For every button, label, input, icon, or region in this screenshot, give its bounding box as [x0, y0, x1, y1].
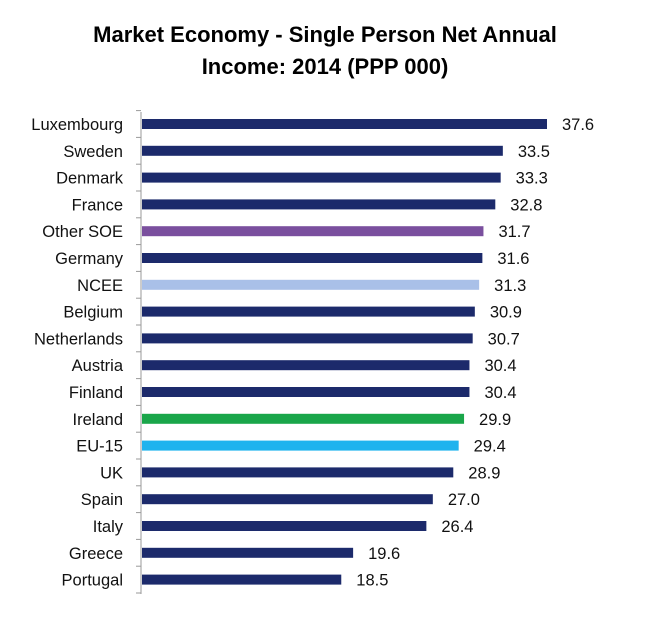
- bar-italy: [142, 521, 427, 531]
- bar-ireland: [142, 413, 465, 424]
- category-label: Ireland: [73, 411, 123, 429]
- bar-greece: [142, 547, 354, 558]
- bar-ncee: [142, 279, 480, 290]
- category-label: Luxembourg: [31, 116, 123, 134]
- value-label: 27.0: [448, 491, 480, 509]
- category-label: Portugal: [62, 572, 123, 590]
- category-label: NCEE: [77, 277, 123, 295]
- value-label: 19.6: [368, 545, 400, 563]
- bar-belgium: [142, 306, 475, 317]
- value-label: 29.4: [474, 438, 506, 456]
- chart-title-line-1: Market Economy - Single Person Net Annua…: [93, 22, 557, 47]
- value-label: 18.5: [356, 572, 388, 590]
- bar-austria: [142, 360, 470, 371]
- bar-netherlands: [142, 333, 473, 344]
- category-label: Denmark: [56, 170, 124, 188]
- value-label: 28.9: [468, 464, 500, 482]
- category-label: Sweden: [63, 143, 123, 161]
- category-label: Netherlands: [34, 330, 123, 348]
- category-label: UK: [100, 464, 123, 482]
- category-label: Finland: [69, 384, 123, 402]
- value-label: 30.7: [488, 330, 520, 348]
- bar-luxembourg: [142, 119, 547, 129]
- value-label: 31.3: [494, 277, 526, 295]
- category-label: France: [72, 196, 123, 214]
- value-label: 26.4: [441, 518, 473, 536]
- value-label: 37.6: [562, 116, 594, 134]
- category-label: Belgium: [63, 304, 123, 322]
- bar-sweden: [142, 145, 503, 156]
- bar-germany: [142, 253, 483, 263]
- category-label: Austria: [72, 357, 124, 375]
- category-label: Germany: [55, 250, 124, 268]
- bars-group: Luxembourg 37.6 Sweden 33.5 Denmark 33.3 Franc…: [31, 110, 594, 594]
- bar-spain: [142, 494, 433, 505]
- category-label: Spain: [81, 491, 123, 509]
- bar-other-soe: [142, 226, 484, 237]
- bar-finland: [142, 387, 470, 397]
- value-label: 31.7: [498, 223, 530, 241]
- chart-title-line-2: Income: 2014 (PPP 000): [202, 54, 449, 79]
- value-label: 31.6: [497, 250, 529, 268]
- category-label: Greece: [69, 545, 123, 563]
- bar-france: [142, 199, 496, 210]
- bar-portugal: [142, 574, 342, 585]
- category-label: Other SOE: [42, 223, 123, 241]
- category-label: Italy: [93, 518, 124, 536]
- value-label: 33.5: [518, 143, 550, 161]
- value-label: 32.8: [510, 196, 542, 214]
- value-label: 30.4: [484, 357, 516, 375]
- value-label: 29.9: [479, 411, 511, 429]
- value-label: 30.4: [484, 384, 516, 402]
- bar-uk: [142, 467, 454, 478]
- bar-eu-15: [142, 440, 459, 451]
- value-label: 33.3: [516, 170, 548, 188]
- value-label: 30.9: [490, 304, 522, 322]
- bar-denmark: [142, 172, 501, 183]
- category-label: EU-15: [76, 438, 123, 456]
